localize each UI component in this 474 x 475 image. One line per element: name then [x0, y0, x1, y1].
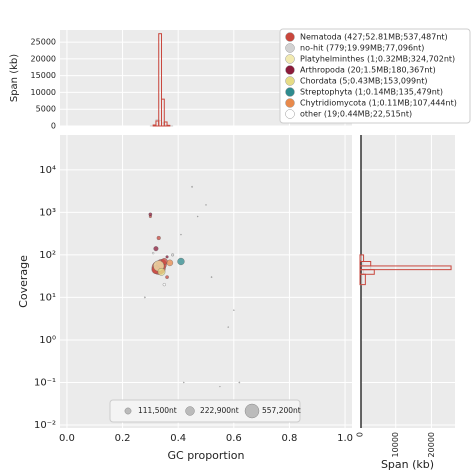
legend-label: Arthropoda (20;1.5MB;180,367nt) — [300, 66, 436, 75]
legend-label: Chytridiomycota (1;0.11MB;107,444nt) — [300, 99, 457, 108]
bubble — [238, 381, 241, 384]
bubble — [165, 255, 169, 259]
bubble — [191, 185, 193, 188]
bubble — [152, 252, 155, 255]
histogram-bar — [163, 121, 168, 127]
y-tick-label: 10⁰ — [39, 335, 56, 346]
size-legend-label: 111,500nt — [138, 406, 177, 415]
y-tick-label: 10¹ — [39, 292, 56, 303]
x-tick-label: 0.0 — [59, 433, 75, 444]
histogram-bar — [359, 254, 365, 262]
size-legend-marker — [185, 406, 195, 416]
x-axis-label: GC proportion — [168, 449, 245, 462]
bubble — [166, 259, 174, 267]
y-tick-label: 25000 — [31, 38, 56, 47]
y-axis-label: Coverage — [17, 255, 30, 308]
y-tick-label: 10⁻¹ — [34, 377, 56, 388]
bubble — [227, 326, 229, 328]
bubble — [165, 275, 169, 279]
bubble — [180, 233, 182, 236]
y-tick-label: 10⁻² — [34, 420, 56, 431]
x-tick-label: 10000 — [391, 432, 400, 457]
legend-marker — [285, 98, 295, 108]
bubble — [177, 257, 185, 266]
legend-marker — [285, 109, 295, 119]
bubble — [210, 276, 213, 278]
y-tick-label: 10000 — [31, 88, 56, 97]
y-axis-label: Span (kb) — [9, 54, 20, 102]
bubble — [219, 386, 221, 388]
legend-label: Streptophyta (1;0.14MB;135,479nt) — [300, 88, 443, 97]
size-legend: 111,500nt 222,900nt 557,200nt — [109, 399, 301, 423]
legend-marker — [285, 76, 295, 86]
legend-marker — [285, 32, 295, 42]
legend-label: no-hit (779;19.99MB;77,096nt) — [300, 44, 424, 53]
x-tick-label: 0.6 — [226, 433, 242, 444]
bubble — [233, 309, 235, 311]
legend-marker — [285, 87, 295, 97]
bubble — [156, 235, 161, 241]
legend-box — [279, 28, 471, 124]
bubble — [205, 204, 207, 206]
x-axis-label: Span (kb) — [381, 458, 434, 471]
legend-label: Chordata (5;0.43MB;153,099nt) — [300, 77, 427, 86]
legend-label: Platyhelminthes (1;0.32MB;324,702nt) — [300, 55, 455, 64]
x-tick-label: 0.2 — [115, 433, 131, 444]
bubble — [171, 253, 175, 257]
bubble — [148, 212, 153, 217]
legend: Nematoda (427;52.81MB;537,487nt) no-hit (… — [279, 28, 471, 124]
legend-marker — [285, 43, 295, 53]
bubble — [183, 381, 185, 384]
plot-area — [360, 135, 455, 428]
histogram-bar — [166, 124, 171, 127]
y-tick-label: 5000 — [36, 105, 56, 114]
histogram-bar — [161, 98, 165, 127]
bubble — [162, 283, 166, 287]
legend-marker — [285, 65, 295, 75]
size-legend-label: 557,200nt — [262, 406, 301, 415]
x-tick-label: 0 — [356, 432, 365, 437]
histogram-bar — [158, 33, 163, 127]
x-tick-label: 20000 — [427, 432, 436, 457]
plot-area — [60, 135, 352, 428]
size-legend-marker — [244, 403, 260, 419]
histogram-bar — [359, 260, 372, 267]
y-tick-label: 10⁴ — [39, 165, 56, 176]
legend-label: other (19;0.44MB;22,515nt) — [300, 110, 412, 119]
x-tick-label: 1.0 — [337, 433, 353, 444]
y-tick-label: 0 — [51, 122, 56, 131]
bubble — [144, 296, 146, 299]
legend-label: Nematoda (427;52.81MB;537,487nt) — [300, 33, 448, 42]
y-tick-label: 10³ — [39, 207, 56, 218]
size-legend-marker — [124, 407, 132, 415]
y-tick-label: 20000 — [31, 54, 56, 63]
bubble — [153, 246, 159, 252]
histogram-bar — [359, 265, 452, 271]
bubble — [157, 268, 166, 276]
y-tick-label: 10² — [39, 250, 56, 261]
legend-marker — [285, 54, 295, 64]
size-legend-label: 222,900nt — [200, 406, 239, 415]
x-tick-label: 0.8 — [281, 433, 297, 444]
x-tick-label: 0.4 — [170, 433, 186, 444]
bubble — [196, 215, 199, 218]
y-tick-label: 15000 — [31, 71, 56, 80]
